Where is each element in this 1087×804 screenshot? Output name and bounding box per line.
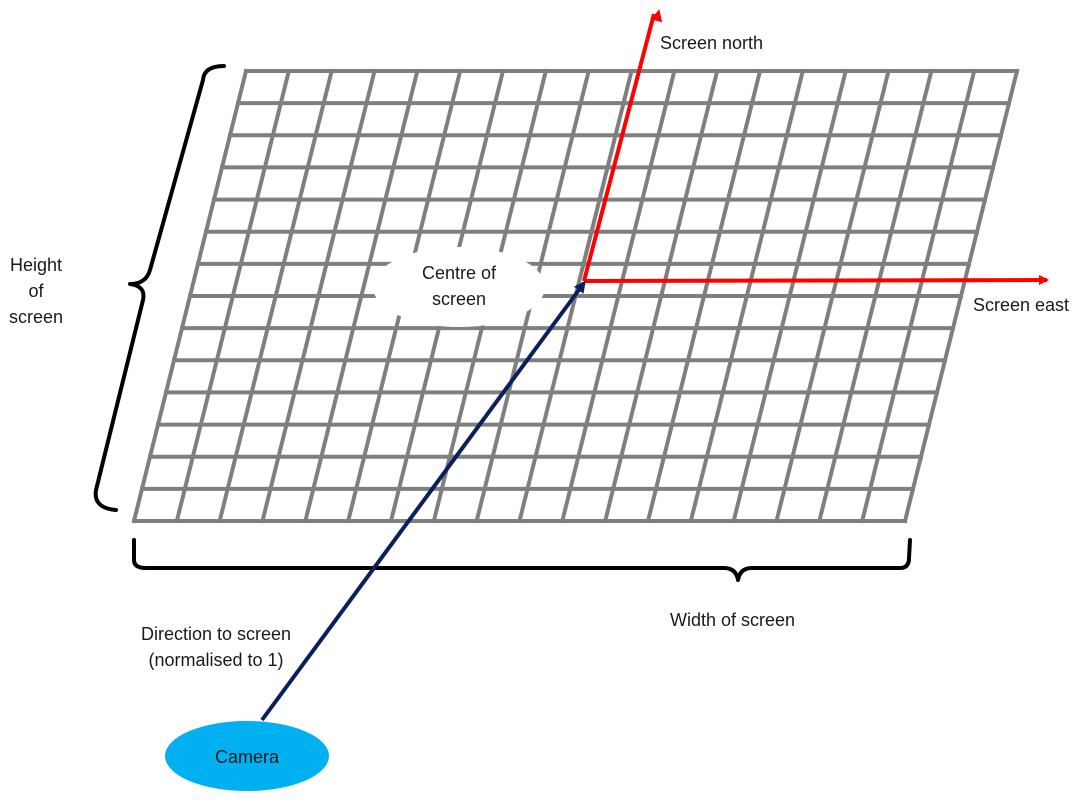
direction-arrow xyxy=(260,280,586,722)
centre-cloud xyxy=(373,247,545,327)
grid-column-line xyxy=(731,68,849,524)
camera-label: Camera xyxy=(214,747,280,767)
grid-column-line xyxy=(302,68,420,524)
grid-column-line xyxy=(131,68,249,524)
grid-column-line xyxy=(859,68,977,524)
screen-east-axis xyxy=(583,275,1049,286)
height-label: Height of screen xyxy=(8,255,64,327)
grid-column-line xyxy=(602,68,720,524)
direction-label: Direction to screen (normalised to 1) xyxy=(140,624,292,670)
grid-column-line xyxy=(774,68,891,524)
screen-north-axis xyxy=(582,9,663,282)
screen-east-label: Screen east xyxy=(973,295,1070,315)
camera-ellipse xyxy=(165,721,329,791)
grid-column-line xyxy=(260,68,377,524)
screen-north-label: Screen north xyxy=(660,33,764,53)
grid-column-line xyxy=(559,68,677,524)
width-label: Width of screen xyxy=(670,610,796,630)
height-bracket xyxy=(93,64,226,512)
width-bracket xyxy=(132,538,912,582)
grid-column-line xyxy=(645,68,763,524)
grid-column-line xyxy=(174,68,292,524)
grid-column-line xyxy=(688,68,806,524)
grid-column-line xyxy=(902,68,1020,524)
grid-column-line xyxy=(816,68,934,524)
grid-column-line xyxy=(217,68,335,524)
centre-label: Centre of screen xyxy=(421,263,497,309)
